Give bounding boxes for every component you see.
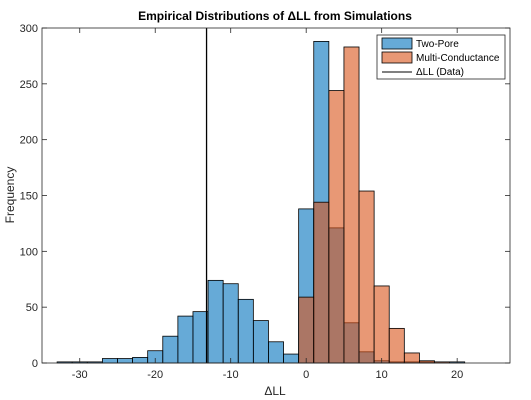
histogram-bar [237, 298, 254, 364]
histogram-bar [313, 201, 330, 364]
y-axis-title: Frequency [3, 167, 17, 224]
legend-label-multi-conductance: Multi-Conductance [416, 53, 500, 64]
legend-label-data: ΔLL (Data) [416, 67, 464, 78]
histogram-bar [192, 311, 209, 364]
y-tick-label: 250 [20, 79, 38, 91]
histogram-bar [283, 353, 300, 364]
y-tick-label: 50 [26, 302, 38, 314]
histogram-bar [373, 285, 390, 364]
y-tick-label: 200 [20, 135, 38, 147]
y-tick-label: 0 [32, 358, 38, 370]
x-tick-label: 10 [376, 369, 388, 381]
x-tick-label: -20 [147, 369, 163, 381]
x-tick-label: 20 [451, 369, 463, 381]
bars-layer [56, 41, 466, 364]
histogram-bar [132, 357, 149, 364]
histogram-bar [252, 320, 269, 364]
y-tick-label: 150 [20, 191, 38, 203]
histogram-bar [403, 352, 420, 364]
x-tick-label: -30 [72, 369, 88, 381]
legend-swatch-two-pore [381, 37, 413, 50]
chart-title: Empirical Distributions of ΔLL from Simu… [138, 9, 412, 23]
histogram-bar [222, 283, 239, 364]
histogram-bar [101, 358, 118, 364]
histogram-bar [162, 335, 179, 364]
histogram-bar [177, 315, 194, 364]
y-tick-label: 300 [20, 23, 38, 35]
histogram-bar [298, 296, 315, 364]
x-tick-label: 0 [303, 369, 309, 381]
legend: Two-Pore Multi-Conductance ΔLL (Data) [376, 34, 506, 80]
y-tick-label: 100 [20, 246, 38, 258]
histogram-bar [268, 341, 284, 364]
plot-area [42, 28, 510, 363]
plot-background [42, 28, 510, 363]
histogram-bar [388, 327, 405, 364]
histogram-bar [343, 46, 360, 364]
histogram-bar [358, 190, 375, 364]
x-axis-title: ΔLL [264, 384, 286, 398]
series-multi-conductance [298, 46, 451, 364]
histogram-bar [207, 279, 224, 364]
histogram-bar [117, 358, 133, 364]
histogram-bar [328, 90, 345, 364]
legend-label-two-pore: Two-Pore [416, 39, 459, 50]
x-tick-label: -10 [223, 369, 239, 381]
legend-swatch-multi-conductance [381, 51, 413, 64]
